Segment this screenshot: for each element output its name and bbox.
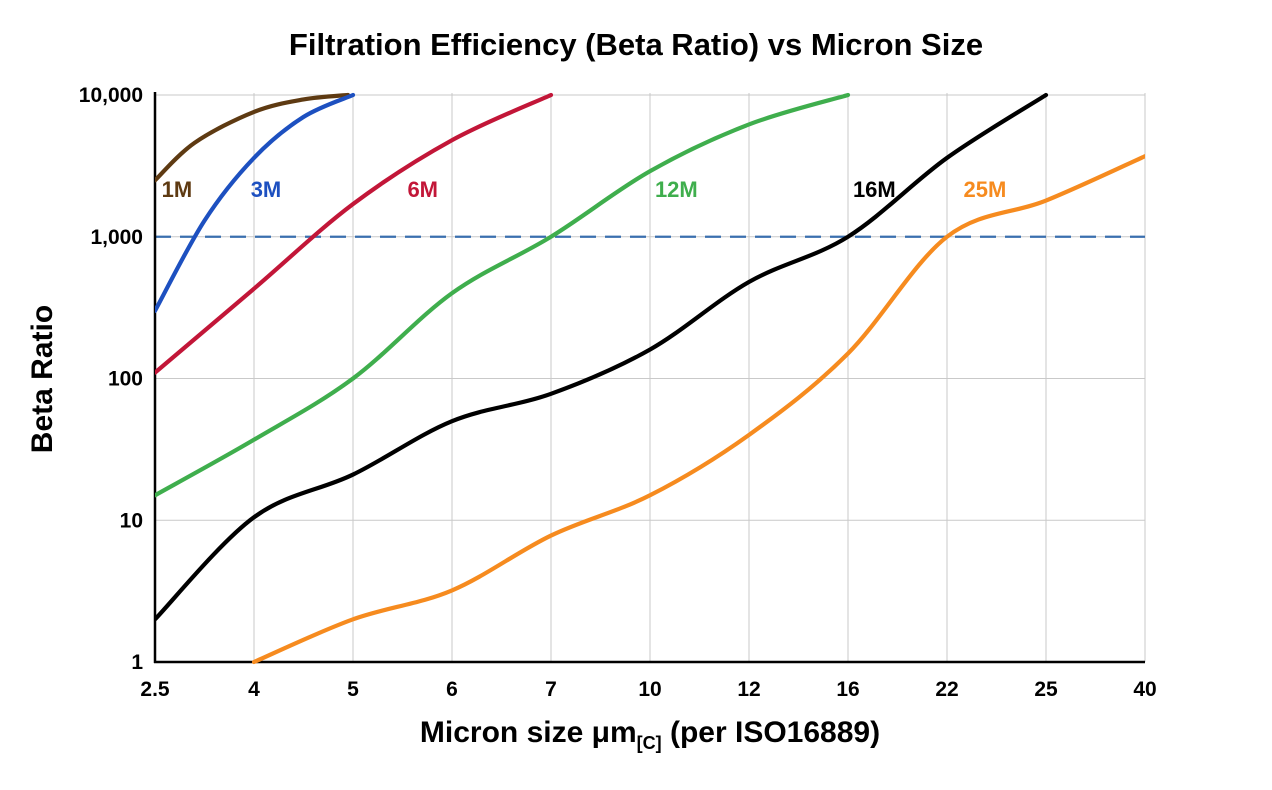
series-line-25M [251, 154, 1145, 665]
series-line-16M [155, 92, 1049, 622]
x-tick-label: 5 [347, 678, 359, 701]
y-tick-label: 10,000 [79, 84, 143, 107]
x-tick-label: 16 [836, 678, 859, 701]
y-tick-label: 10 [120, 509, 143, 532]
x-tick-label: 12 [737, 678, 760, 701]
x-tick-label: 4 [248, 678, 260, 701]
series-line-12M [155, 92, 851, 498]
x-axis-title-suffix: (per ISO16889) [661, 716, 881, 749]
series-label-12M: 12M [655, 177, 698, 202]
x-tick-label: 10 [638, 678, 661, 701]
x-tick-label: 40 [1133, 678, 1156, 701]
x-tick-label: 7 [545, 678, 557, 701]
series-line-3M [155, 92, 356, 313]
series-label-6M: 6M [407, 177, 438, 202]
y-tick-label: 1,000 [90, 226, 143, 249]
series-label-1M: 1M [162, 177, 193, 202]
series-label-16M: 16M [853, 177, 896, 202]
x-tick-label: 6 [446, 678, 458, 701]
series-line-1M [155, 92, 351, 183]
x-tick-label: 25 [1034, 678, 1058, 701]
x-tick-label: 2.5 [140, 678, 170, 701]
series-line-6M [155, 92, 554, 375]
chart-title: Filtration Efficiency (Beta Ratio) vs Mi… [288, 27, 984, 62]
series-label-25M: 25M [964, 177, 1007, 202]
x-tick-label: 22 [935, 678, 958, 701]
x-axis-title: Micron size μm[C] (per ISO16889) [155, 716, 1145, 754]
x-axis-title-main: Micron size μm [419, 716, 637, 749]
y-tick-label: 1 [131, 651, 143, 674]
series-label-3M: 3M [251, 177, 282, 202]
y-tick-label: 100 [108, 368, 143, 391]
x-axis-title-subscript: [C] [636, 733, 662, 753]
